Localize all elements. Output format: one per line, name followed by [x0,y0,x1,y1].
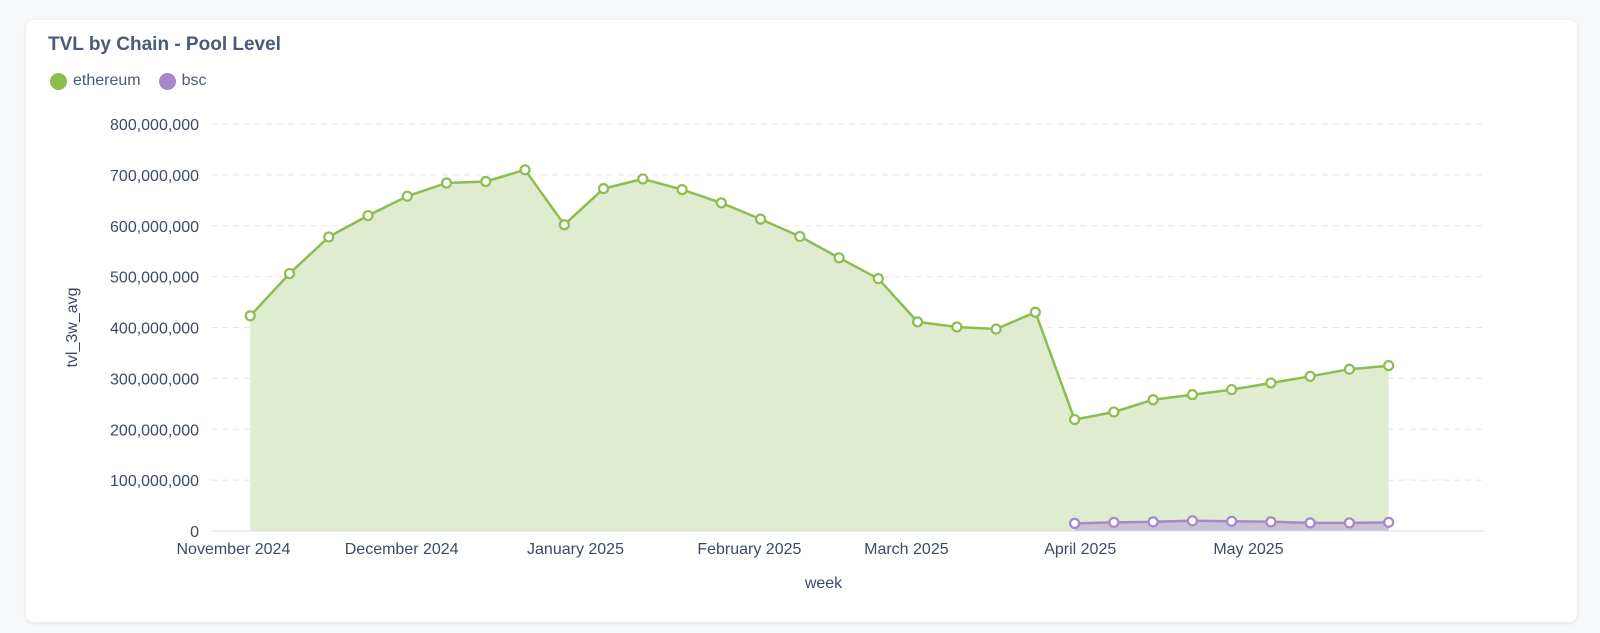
x-tick-label: November 2024 [177,541,291,558]
data-point-ethereum [1265,377,1277,389]
y-tick-label: 0 [190,524,199,541]
data-point-ethereum [794,230,806,243]
data-point-ethereum [480,175,492,188]
y-tick-label: 700,000,000 [110,168,199,185]
data-point-ethereum [951,321,963,333]
x-tick-label: December 2024 [345,541,459,558]
chart-title: TVL by Chain - Pool Level [48,34,281,55]
data-point-ethereum [362,209,374,222]
legend-label-bsc: bsc [181,72,207,89]
data-point-ethereum [323,231,335,243]
data-point-ethereum [1186,389,1198,401]
data-point-ethereum [597,183,610,195]
chart-legend: ethereum bsc [50,72,207,90]
series-areas [250,169,1389,532]
data-point-ethereum [715,197,727,209]
data-point-ethereum [833,252,845,264]
data-point-ethereum [244,310,256,322]
y-axis-title: tvl_3w_avg [64,287,81,367]
data-point-ethereum [558,219,570,231]
data-point-ethereum [1108,406,1120,418]
x-tick-label: May 2025 [1213,541,1283,558]
data-point-bsc [1069,517,1081,529]
data-point-ethereum [676,184,688,196]
data-point-ethereum [1304,370,1316,382]
data-point-bsc [1343,517,1356,529]
data-point-ethereum [754,213,767,225]
data-point-bsc [1226,515,1238,527]
x-axis-title: week [804,575,843,592]
legend-label-ethereum: ethereum [73,72,141,89]
data-point-ethereum [1343,363,1356,375]
data-point-ethereum [872,273,884,285]
data-point-ethereum [1383,360,1395,372]
data-point-bsc [1383,516,1395,528]
y-tick-label: 300,000,000 [110,371,199,388]
y-tick-label: 500,000,000 [110,270,199,287]
data-point-ethereum [519,164,531,176]
legend-dot-ethereum [50,72,67,90]
x-tick-label: February 2025 [697,541,801,558]
data-point-bsc [1186,515,1198,527]
data-point-ethereum [1147,394,1159,406]
x-tick-label: April 2025 [1044,541,1116,558]
x-tick-label: January 2025 [527,541,624,558]
y-tick-label: 100,000,000 [110,473,199,490]
data-point-ethereum [1069,413,1081,426]
legend-item-ethereum[interactable]: ethereum [50,72,141,90]
y-tick-label: 200,000,000 [110,422,199,439]
series-points [244,164,1395,529]
data-point-ethereum [440,177,453,189]
data-point-ethereum [911,316,924,328]
data-point-ethereum [283,267,296,280]
legend-item-bsc[interactable]: bsc [158,72,207,90]
data-point-bsc [1304,517,1316,529]
line-ethereum [249,168,1389,421]
data-point-ethereum [990,323,1002,335]
area-ethereum [250,169,1389,532]
data-point-bsc [1265,516,1277,528]
data-point-ethereum [1226,383,1238,396]
data-point-ethereum [637,173,649,185]
y-tick-label: 600,000,000 [110,219,199,236]
data-point-ethereum [1029,306,1041,318]
chart-plot: 0 100,000,000 200,000,000 300,000,000 400,00… [64,117,1484,592]
y-tick-label: 800,000,000 [110,117,199,134]
x-tick-label: March 2025 [864,541,949,558]
axes: 0 100,000,000 200,000,000 300,000,000 400,00… [110,117,1484,558]
chart-card: TVL by Chain - Pool Level ethereum bsc 0… [26,20,1577,622]
y-tick-label: 400,000,000 [110,321,199,338]
legend-dot-bsc [158,72,176,90]
data-point-ethereum [401,190,413,202]
data-point-bsc [1147,516,1159,528]
data-point-bsc [1108,516,1120,528]
